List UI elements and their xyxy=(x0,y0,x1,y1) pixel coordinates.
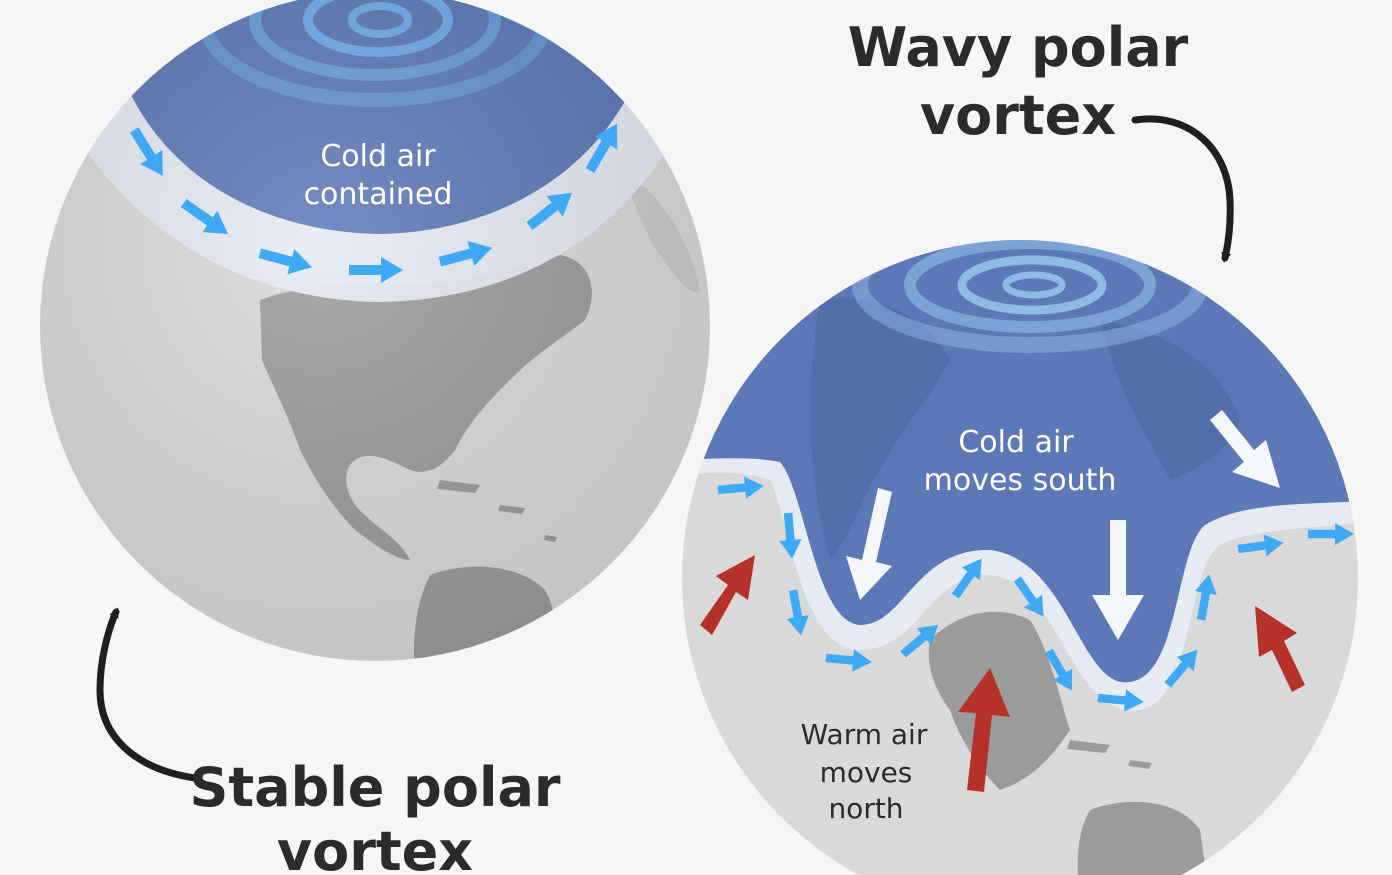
warm-air-arrow xyxy=(958,668,1010,792)
warm-air-label-1: Warm air xyxy=(801,718,928,751)
warm-air-arrow xyxy=(1255,606,1305,692)
cold-air-arrow xyxy=(1210,410,1280,488)
cold-air-arrow xyxy=(1092,520,1144,640)
wavy-cold-air-label-2: moves south xyxy=(924,463,1117,498)
wavy-globe: Cold air moves south Warm air moves nort… xyxy=(682,240,1358,875)
wavy-cold-air-label-1: Cold air xyxy=(958,425,1074,460)
wavy-caribbean xyxy=(1067,740,1152,769)
cold-air-arrows xyxy=(846,410,1280,640)
warm-air-arrows xyxy=(700,555,1305,792)
wavy-title-line-2: vortex xyxy=(920,84,1116,147)
stable-callout-arrow xyxy=(96,607,199,782)
warm-air-label-3: north xyxy=(828,792,903,825)
warm-air-label-2: moves xyxy=(820,756,913,789)
wavy-south-america xyxy=(1077,801,1210,875)
stable-title-line-1: Stable polar xyxy=(189,756,560,819)
stable-cold-air-label-2: contained xyxy=(304,177,453,212)
wavy-land-shadow xyxy=(810,298,1240,560)
cold-air-arrow xyxy=(846,488,892,600)
wavy-title-line-1: Wavy polar xyxy=(848,16,1189,79)
stable-globe: Cold air contained xyxy=(40,0,710,661)
stable-cold-air-label-1: Cold air xyxy=(320,139,436,174)
wavy-callout-arrow xyxy=(1131,115,1234,263)
stable-title-line-2: vortex xyxy=(277,820,473,875)
warm-air-arrow xyxy=(700,555,755,635)
